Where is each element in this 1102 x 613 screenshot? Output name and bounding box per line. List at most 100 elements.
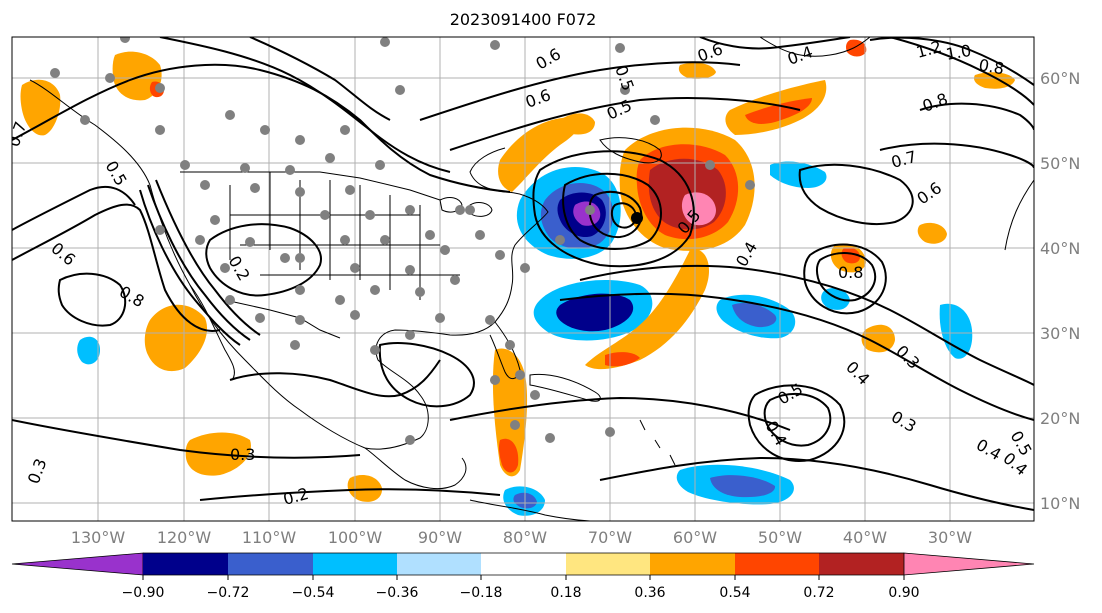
- colorbar-bin: [481, 553, 566, 575]
- contour-label: 0.8: [838, 263, 863, 282]
- contour-far-south: [599, 456, 1034, 511]
- colorbar-bin: [735, 553, 819, 575]
- contour-south-tropics-2: [199, 488, 501, 501]
- contour-far-east: [919, 102, 1034, 131]
- lon-tick: 90°W: [418, 528, 462, 547]
- east-atlantic-orange: [861, 324, 895, 353]
- contour-west-jet-3: [155, 179, 261, 336]
- contour-canada: [12, 63, 511, 193]
- station-markers: [50, 37, 755, 445]
- cyclone-center-marker: [631, 212, 643, 224]
- contour-north-atlantic-3: [699, 37, 851, 50]
- contour-label: 1.0: [944, 41, 972, 64]
- colorbar-tick-label: 0.72: [803, 585, 834, 601]
- colorbar-extend-low: [11, 552, 144, 576]
- contour-central-us: [205, 223, 322, 297]
- lon-tick: 60°W: [673, 528, 717, 547]
- lon-tick: 100°W: [328, 528, 383, 547]
- lon-tick: 70°W: [588, 528, 632, 547]
- southern-negative-core: [556, 293, 634, 332]
- contour-north-atlantic-2: [449, 97, 801, 151]
- colorbar-tick-label: 0.54: [719, 585, 750, 601]
- colorbar-tick-label: −0.54: [292, 585, 335, 601]
- lat-tick: 10°N: [1040, 494, 1080, 513]
- lat-tick: 50°N: [1040, 154, 1080, 173]
- contour-west-jet-1: [139, 189, 241, 346]
- contour-far-north: [249, 37, 391, 121]
- positive-anomaly-peak: [681, 192, 716, 226]
- hudson-orange: [559, 113, 595, 135]
- lat-tick: 40°N: [1040, 239, 1080, 258]
- colorbar-extend-high: [903, 552, 1035, 576]
- colorbar-tick-label: −0.18: [460, 585, 503, 601]
- contour-pacific-low: [57, 272, 127, 327]
- lon-tick: 40°W: [843, 528, 887, 547]
- pacific-orange-blob: [144, 304, 208, 372]
- colorbar-bin: [397, 553, 481, 575]
- contour-north-atlantic: [419, 61, 741, 121]
- lon-tick: 110°W: [242, 528, 297, 547]
- longitude-axis: 130°W 120°W 110°W 100°W 90°W 80°W 70°W 6…: [71, 528, 972, 547]
- contour-canada-north: [159, 37, 451, 173]
- contour-subtropical: [579, 264, 1034, 386]
- pacific-cyan-blob: [77, 336, 100, 365]
- contour-south-us: [229, 359, 441, 398]
- contour-gulf: [378, 342, 475, 408]
- colorbar-ticks: [142, 575, 905, 580]
- contour-azores-low: [815, 252, 877, 302]
- mid-atlantic-blue: [732, 303, 777, 328]
- colorbar-bin: [143, 553, 228, 575]
- lon-tick: 50°W: [758, 528, 802, 547]
- contour-cyclone-outer: [532, 150, 695, 268]
- contour-cyclone-core: [610, 202, 638, 229]
- east-orange-small: [917, 222, 947, 244]
- lesser-antilles: [639, 419, 676, 466]
- azores-red: [841, 247, 860, 264]
- colorbar-tick-label: 0.18: [550, 585, 581, 601]
- contour-label: 0.8: [977, 55, 1005, 78]
- lat-tick: 30°N: [1040, 324, 1080, 343]
- contour-tropical-low: [763, 392, 832, 447]
- lat-tick: 60°N: [1040, 69, 1080, 88]
- lat-tick: 20°N: [1040, 409, 1080, 428]
- colorbar-bin: [819, 553, 904, 575]
- north-america-coastline: [29, 79, 549, 450]
- northern-red-strip: [745, 98, 812, 124]
- baja-outline: [189, 284, 235, 381]
- colorbar-tick-label: −0.90: [122, 585, 165, 601]
- west-africa-coast: [1004, 179, 1034, 251]
- canada-us-border: [180, 171, 441, 201]
- contour-west-jet-2: [147, 184, 251, 341]
- colorbar-bin: [566, 553, 650, 575]
- contour-lines: [12, 37, 1034, 511]
- contour-east-mid: [879, 142, 1034, 169]
- lon-tick: 30°W: [928, 528, 972, 547]
- contour-pacific-ring: [12, 185, 136, 231]
- east-cyan-small: [770, 161, 827, 188]
- contour-west-pacific: [12, 203, 221, 332]
- colorbar-tick-label: 0.36: [634, 585, 665, 601]
- latitude-axis: 60°N 50°N 40°N 30°N 20°N 10°N: [1040, 69, 1080, 513]
- caribbean-red-column: [498, 438, 519, 473]
- contour-east-high: [798, 163, 914, 226]
- colorbar-tick-label: −0.72: [207, 585, 250, 601]
- colorbar-tick-label: 0.90: [888, 585, 919, 601]
- tropical-blue: [710, 475, 776, 498]
- contour-caribbean: [449, 396, 791, 431]
- coastlines: [29, 37, 1034, 521]
- colorbar-bin: [228, 553, 313, 575]
- map-frame: [11, 36, 1035, 522]
- colorbar: −0.90 −0.72 −0.54 −0.36 −0.18 0.18 0.36 …: [11, 552, 1035, 601]
- alaska-orange: [20, 79, 61, 136]
- yucatan-outline: [364, 447, 467, 490]
- orange-band-east: [585, 249, 710, 370]
- great-lakes: [439, 197, 493, 217]
- canada-orange: [112, 51, 162, 101]
- contour-azores-low-2: [803, 243, 887, 315]
- lon-tick: 80°W: [503, 528, 547, 547]
- gulf-stream-strip: [498, 117, 580, 192]
- far-east-orange: [974, 72, 1015, 89]
- colorbar-bin: [650, 553, 735, 575]
- lon-tick: 120°W: [157, 528, 212, 547]
